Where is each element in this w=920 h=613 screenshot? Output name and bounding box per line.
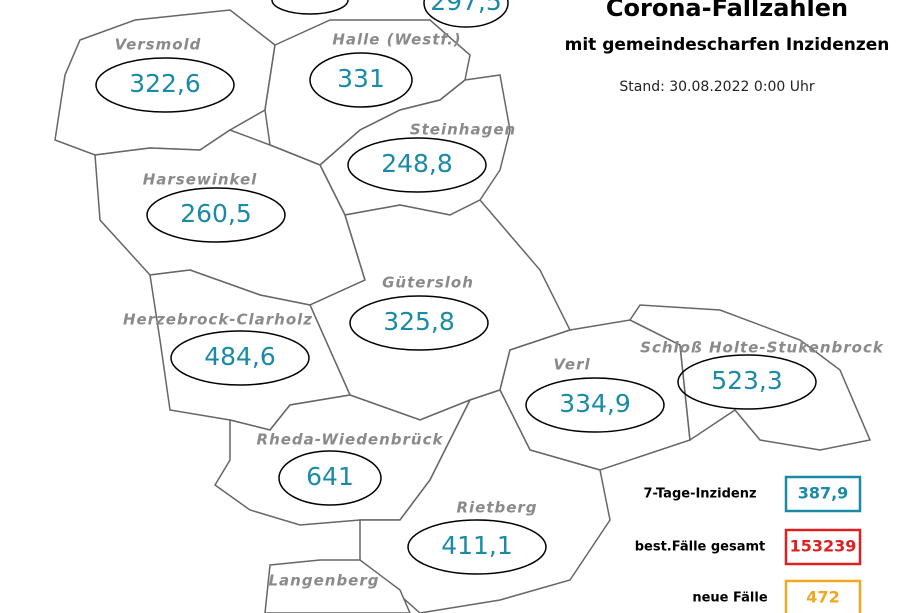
rietberg-area (359, 389, 611, 613)
region-name: Versmold (115, 36, 202, 54)
region-value: 523,3 (711, 366, 783, 395)
region-name: Gütersloh (382, 274, 474, 292)
region-value: 411,1 (441, 531, 513, 560)
region-value: 322,6 (129, 69, 201, 98)
region-name: Herzebrock-Clarholz (123, 311, 313, 329)
legend-label: neue Fälle (692, 591, 767, 606)
legend-value: 153239 (790, 537, 857, 556)
value-oval (349, 295, 489, 351)
legend-label: 7-Tage-Inzidenz (643, 487, 756, 502)
legend-value: 472 (806, 588, 839, 607)
stand: Stand: 30.08.2022 0:00 Uhr (619, 79, 814, 95)
legend-box (784, 475, 862, 513)
value-oval (347, 137, 487, 193)
region-name: Halle (Westf.) (332, 31, 461, 49)
value-oval (146, 187, 286, 243)
region-value: 325,8 (383, 307, 455, 336)
subtitle: mit gemeindescharfen Inzidenzen (565, 35, 890, 55)
region-value: 297,5 (430, 0, 502, 16)
region-value: 334,9 (559, 389, 631, 418)
value-oval (278, 450, 382, 506)
partial-oval (271, 0, 349, 15)
region-value: 331 (337, 64, 385, 93)
region-value: 248,8 (381, 149, 453, 178)
value-oval (407, 519, 547, 575)
region-name: Harsewinkel (143, 171, 258, 189)
langenberg-area (264, 559, 411, 613)
legend-box (784, 528, 862, 566)
value-oval (309, 52, 413, 108)
legend-label: best.Fälle gesamt (635, 540, 766, 555)
region-value: 484,6 (204, 342, 276, 371)
region-name: Rheda-Wiedenbrück (257, 431, 444, 449)
region-value: 260,5 (180, 199, 252, 228)
region-name: Steinhagen (410, 121, 516, 139)
value-oval (170, 330, 310, 386)
value-oval (677, 354, 817, 410)
region-value: 641 (306, 462, 354, 491)
legend-value: 387,9 (798, 484, 849, 503)
legend-box (784, 579, 862, 613)
shs-area (628, 304, 872, 451)
region-name: Rietberg (456, 499, 537, 517)
region-name: Langenberg (269, 572, 380, 590)
title: Corona-Fallzahlen (606, 0, 848, 22)
value-oval (423, 0, 509, 28)
region-name: Schloß Holte-Stukenbrock (640, 339, 884, 357)
map-outline (54, 0, 872, 613)
region-name: Verl (553, 356, 590, 374)
value-oval (525, 377, 665, 433)
value-oval (95, 57, 235, 113)
